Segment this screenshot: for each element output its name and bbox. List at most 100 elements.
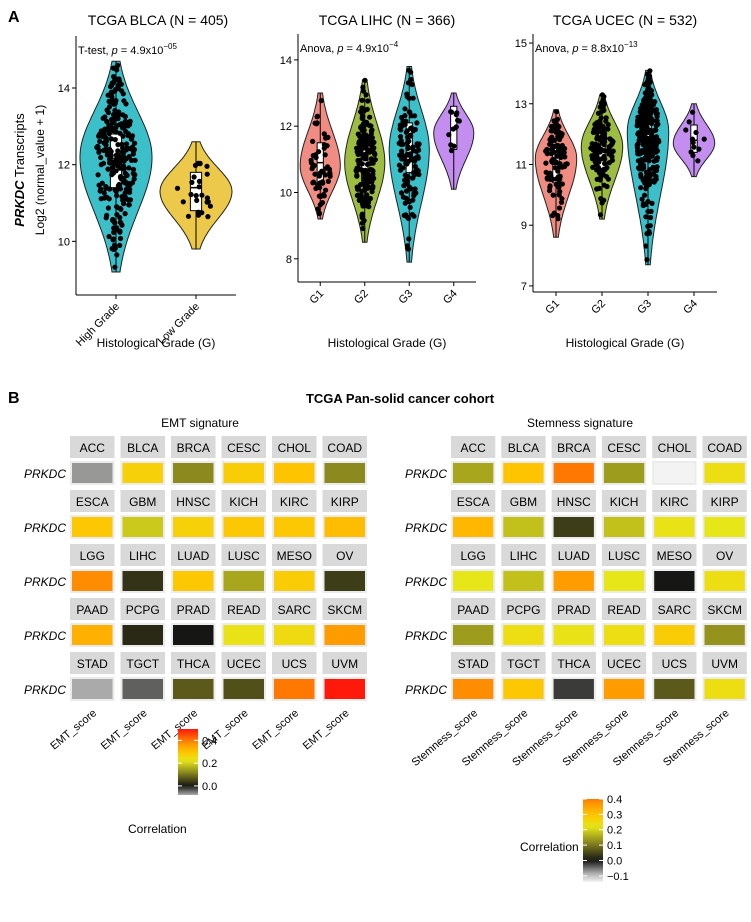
- data-point: [355, 186, 362, 192]
- data-point: [639, 102, 645, 108]
- data-point: [364, 106, 370, 112]
- data-point: [549, 123, 555, 130]
- data-point: [197, 161, 203, 167]
- data-point: [643, 214, 649, 220]
- data-point: [99, 180, 105, 186]
- facet-strip-label: THCA: [177, 657, 210, 671]
- data-point: [597, 149, 603, 155]
- data-point: [115, 85, 121, 92]
- data-point: [323, 187, 329, 193]
- data-point: [101, 140, 107, 146]
- data-point: [119, 121, 125, 127]
- violin-panel: TCGA BLCA (N = 405) T-test, p = 4.9x10−05…: [58, 12, 236, 350]
- y-tick-label: 7: [521, 281, 527, 293]
- legend-title: Correlation: [128, 822, 187, 836]
- data-point: [123, 156, 129, 162]
- facet-strip-label: GBM: [129, 495, 156, 509]
- data-point: [590, 129, 597, 135]
- facet-strip: [171, 490, 216, 512]
- data-point: [410, 95, 416, 101]
- data-point: [701, 136, 707, 142]
- heatmap-tile-meso: [654, 571, 695, 591]
- data-point: [123, 141, 130, 147]
- data-point: [362, 178, 368, 184]
- data-point: [690, 109, 696, 115]
- heatmap-tile-coad: [704, 463, 745, 483]
- data-point: [117, 174, 124, 180]
- facet-strip-label: UCEC: [607, 657, 641, 671]
- data-point: [359, 220, 365, 226]
- data-point: [551, 157, 557, 163]
- data-point: [326, 166, 333, 172]
- data-point: [371, 145, 377, 151]
- facet-strip: [702, 652, 747, 674]
- data-point: [603, 115, 609, 121]
- data-point: [128, 157, 135, 163]
- facet-strip-label: KIRP: [711, 495, 739, 509]
- heatmap-tile-ov: [324, 571, 365, 591]
- data-point: [110, 65, 116, 71]
- y-tick-label: 12: [58, 160, 70, 172]
- data-point: [368, 128, 374, 134]
- data-point: [362, 77, 368, 83]
- data-point: [649, 200, 655, 206]
- data-point: [114, 123, 120, 129]
- facet-strip-label: KICH: [610, 495, 639, 509]
- data-point: [557, 153, 563, 159]
- facet-strip: [601, 436, 647, 458]
- data-point: [600, 93, 606, 99]
- data-point: [402, 106, 408, 112]
- facet-strip-label: ACC: [460, 441, 486, 455]
- legend-tick-label: 0.0: [202, 781, 217, 793]
- heatmap-tile-brca: [173, 463, 214, 483]
- facet-strip-label: HNSC: [557, 495, 591, 509]
- facet-strip-label: CESC: [607, 441, 641, 455]
- data-point: [606, 144, 612, 150]
- data-point: [404, 161, 410, 167]
- data-point: [408, 76, 414, 83]
- data-point: [123, 146, 129, 152]
- data-point: [638, 114, 644, 120]
- data-point: [115, 205, 121, 211]
- data-point: [548, 128, 554, 134]
- data-point: [412, 186, 418, 192]
- legend-tick-label: 0.1: [607, 840, 622, 852]
- data-point: [605, 176, 612, 182]
- data-point: [405, 145, 411, 151]
- y-tick-label: 15: [515, 38, 527, 50]
- data-point: [605, 148, 611, 154]
- heatmap-tile-esca: [72, 517, 113, 537]
- data-point: [98, 186, 104, 192]
- facet-strip: [221, 544, 266, 566]
- data-point: [406, 236, 412, 242]
- data-point: [696, 146, 702, 152]
- data-point: [403, 212, 409, 218]
- x-tick-label: G4: [681, 298, 700, 317]
- y-axis-label-gene: PRKDC: [12, 180, 27, 227]
- y-axis-label: PRKDC Transcripts: [12, 113, 27, 227]
- heatmap-tile-acc: [72, 463, 113, 483]
- legend-tick-label: 0.4: [202, 735, 217, 747]
- heatmap-tile-chol: [274, 463, 315, 483]
- data-point: [314, 120, 320, 126]
- legend-tick-label: 0.2: [202, 758, 217, 770]
- data-point: [365, 137, 371, 143]
- x-tick-label: EMT_score: [99, 707, 150, 752]
- facet-strip-label: LUAD: [558, 549, 590, 563]
- heatmap-tile-read: [603, 625, 645, 645]
- data-point: [110, 112, 117, 118]
- y-tick-label: 14: [280, 55, 292, 67]
- data-point: [314, 113, 321, 119]
- facet-strip-label: LIHC: [129, 549, 157, 563]
- heatmap-tile-cesc: [603, 463, 645, 483]
- data-point: [689, 136, 696, 142]
- data-point: [102, 114, 108, 120]
- facet-strip: [501, 436, 546, 458]
- facet-strip-label: CHOL: [658, 441, 692, 455]
- data-point: [553, 129, 559, 135]
- data-point: [359, 105, 365, 111]
- data-point: [315, 206, 321, 212]
- facet-strip-label: BRCA: [557, 441, 590, 455]
- heatmap-tile-kich: [603, 517, 645, 537]
- facet-strip: [322, 490, 367, 512]
